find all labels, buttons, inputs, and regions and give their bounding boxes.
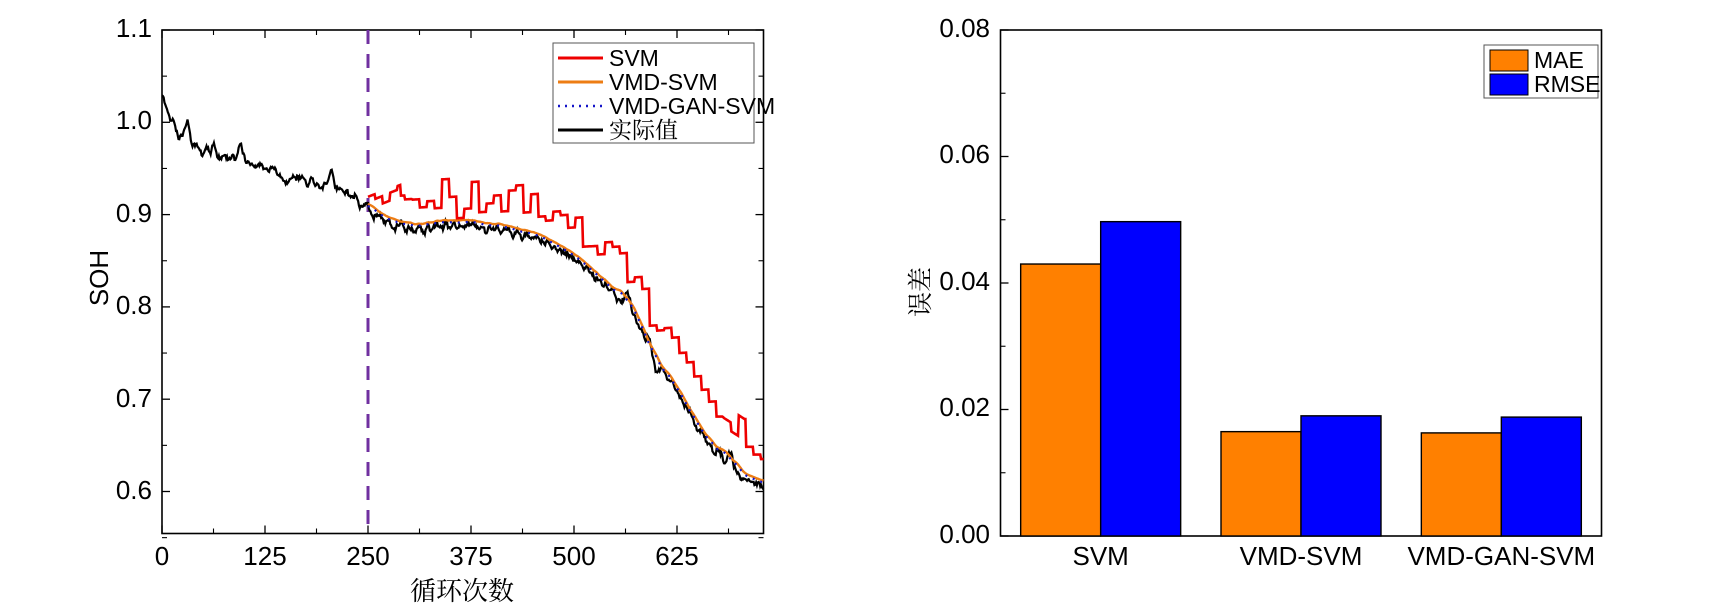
svg-text:误差: 误差 [901,267,937,317]
svg-text:375: 375 [449,541,492,571]
svg-text:VMD-GAN-SVM: VMD-GAN-SVM [1407,541,1595,571]
svg-text:0.6: 0.6 [116,475,152,505]
svg-text:实际值: 实际值 [609,112,678,145]
svg-text:0.9: 0.9 [116,198,152,228]
svg-text:循环次数: 循环次数 [410,571,514,608]
svg-text:0.7: 0.7 [116,383,152,413]
svg-text:1.0: 1.0 [116,105,152,135]
svg-text:0.8: 0.8 [116,290,152,320]
svg-text:RMSE: RMSE [1534,71,1600,97]
svg-text:1.1: 1.1 [116,13,152,43]
svg-text:250: 250 [346,541,389,571]
svg-text:125: 125 [243,541,286,571]
svg-text:0.02: 0.02 [939,392,990,422]
svg-text:625: 625 [655,541,698,571]
svg-text:MAE: MAE [1534,47,1584,73]
svg-text:500: 500 [552,541,595,571]
svg-text:0.08: 0.08 [939,13,990,43]
svg-text:VMD-SVM: VMD-SVM [1240,541,1363,571]
svg-text:SVM: SVM [1072,541,1128,571]
svg-text:0.06: 0.06 [939,139,990,169]
svg-text:0.00: 0.00 [939,519,990,549]
svg-text:SOH: SOH [84,250,114,306]
svg-text:0: 0 [155,541,169,571]
svg-text:VMD-SVM: VMD-SVM [609,69,718,95]
svg-text:0.04: 0.04 [939,266,990,296]
svg-text:SVM: SVM [609,45,659,71]
